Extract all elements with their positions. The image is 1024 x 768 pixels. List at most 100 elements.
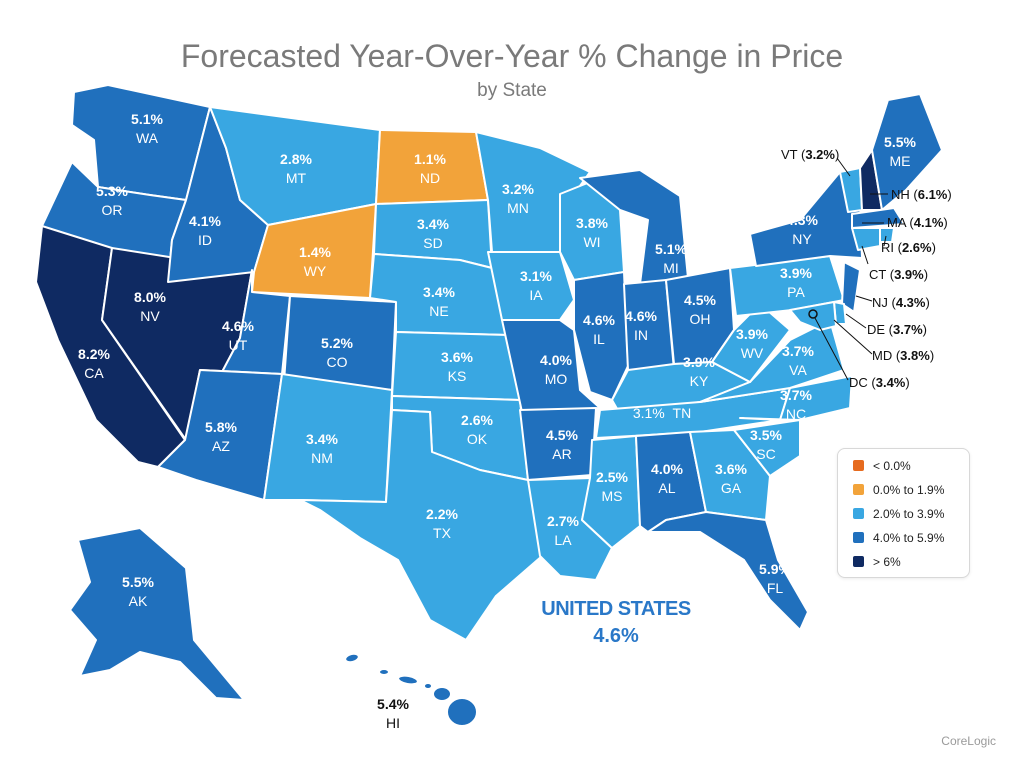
label-UT: 4.6% UT bbox=[222, 317, 254, 355]
callout-MA: MA (4.1%) bbox=[887, 215, 948, 230]
value: 2.7% bbox=[547, 513, 579, 529]
value: 2.6% bbox=[901, 240, 932, 255]
label-ID: 4.1% ID bbox=[189, 212, 221, 250]
abbr: MI bbox=[663, 260, 679, 276]
abbr: DE bbox=[867, 322, 886, 337]
value: 5.5% bbox=[884, 134, 916, 150]
dc-marker bbox=[808, 309, 818, 319]
state-GA bbox=[689, 429, 771, 521]
label-ME: 5.5% ME bbox=[884, 133, 916, 171]
abbr: HI bbox=[385, 715, 400, 731]
label-OH: 4.5% OH bbox=[684, 291, 716, 329]
label-SC: 3.5% SC bbox=[750, 426, 782, 464]
legend-label: 0.0% to 1.9% bbox=[873, 483, 945, 497]
value: 5.8% bbox=[205, 419, 237, 435]
abbr: AZ bbox=[212, 438, 230, 454]
abbr: CA bbox=[84, 365, 104, 381]
abbr: NM bbox=[311, 450, 333, 466]
abbr: ID bbox=[197, 232, 212, 248]
label-IN: 4.6% IN bbox=[625, 307, 657, 345]
callout-NJ: NJ (4.3%) bbox=[872, 295, 930, 310]
value: 5.2% bbox=[321, 335, 353, 351]
value: 5.5% bbox=[122, 574, 154, 590]
legend-swatch bbox=[853, 556, 864, 567]
label-ND: 1.1% ND bbox=[414, 150, 446, 188]
value: 3.9% bbox=[683, 354, 715, 370]
value: 2.5% bbox=[596, 469, 628, 485]
abbr: NV bbox=[140, 308, 160, 324]
value: 5.1% bbox=[131, 111, 163, 127]
abbr: CT bbox=[869, 267, 887, 282]
label-WV: 3.9% WV bbox=[736, 325, 768, 363]
abbr: NJ bbox=[872, 295, 888, 310]
label-NM: 3.4% NM bbox=[306, 430, 338, 468]
value: 3.9% bbox=[894, 267, 924, 282]
state-FL bbox=[647, 511, 809, 631]
value: 5.1% bbox=[655, 241, 687, 257]
callout-VT: VT (3.2%) bbox=[781, 147, 840, 162]
abbr: ME bbox=[889, 153, 911, 169]
state-TX bbox=[299, 409, 543, 641]
label-TX: 2.2% TX bbox=[426, 505, 458, 543]
value: 4.1% bbox=[913, 215, 944, 230]
value: 4.3% bbox=[895, 295, 926, 310]
label-MS: 2.5% MS bbox=[596, 468, 628, 506]
abbr: KS bbox=[447, 368, 467, 384]
label-NY: 4.3% NY bbox=[786, 211, 818, 249]
label-MO: 4.0% MO bbox=[540, 351, 572, 389]
abbr: OK bbox=[466, 431, 488, 447]
national-value: 4.6% bbox=[593, 625, 639, 647]
value: 3.9% bbox=[780, 265, 812, 281]
map-subtitle: by State bbox=[477, 80, 547, 101]
abbr: ND bbox=[419, 170, 441, 186]
callout-line-md bbox=[833, 319, 873, 355]
national-summary: UNITED STATES 4.6% bbox=[541, 598, 691, 648]
label-NV: 8.0% NV bbox=[134, 288, 166, 326]
value: 3.4% bbox=[423, 284, 455, 300]
legend-swatch bbox=[853, 532, 864, 543]
value: 3.7% bbox=[780, 387, 812, 403]
legend-label: > 6% bbox=[873, 555, 901, 569]
value: 3.8% bbox=[576, 215, 608, 231]
abbr: IL bbox=[593, 331, 605, 347]
callout-line-ri bbox=[883, 235, 887, 247]
abbr: AR bbox=[552, 446, 572, 462]
abbr: DC bbox=[849, 375, 868, 390]
legend-swatch bbox=[853, 484, 864, 495]
label-AL: 4.0% AL bbox=[651, 460, 683, 498]
legend-swatch bbox=[853, 460, 864, 471]
label-VA: 3.7% VA bbox=[782, 342, 814, 380]
abbr: IA bbox=[529, 287, 543, 303]
value: 5.9% bbox=[759, 561, 791, 577]
abbr: GA bbox=[720, 480, 742, 496]
label-OK: 2.6% OK bbox=[461, 411, 493, 449]
value: 4.0% bbox=[540, 352, 572, 368]
state-WV bbox=[711, 303, 791, 383]
legend-item: 0.0% to 1.9% bbox=[853, 483, 944, 499]
value: 2.6% bbox=[461, 412, 493, 428]
label-AZ: 5.8% AZ bbox=[205, 418, 237, 456]
value: 1.4% bbox=[299, 244, 331, 260]
legend-item: 4.0% to 5.9% bbox=[853, 531, 944, 547]
callout-line-ct bbox=[861, 245, 869, 265]
callout-RI: RI (2.6%) bbox=[881, 240, 936, 255]
label-IA: 3.1% IA bbox=[520, 267, 552, 305]
legend-label: < 0.0% bbox=[873, 459, 911, 473]
value: 4.5% bbox=[546, 427, 578, 443]
abbr: MA bbox=[887, 215, 906, 230]
label-IL: 4.6% IL bbox=[583, 311, 615, 349]
legend-label: 4.0% to 5.9% bbox=[873, 531, 945, 545]
value: 4.6% bbox=[222, 318, 254, 334]
abbr: TN bbox=[672, 405, 692, 421]
value: 4.6% bbox=[625, 308, 657, 324]
value: 4.6% bbox=[583, 312, 615, 328]
abbr: WV bbox=[740, 345, 764, 361]
abbr: AL bbox=[658, 480, 676, 496]
label-LA: 2.7% LA bbox=[547, 512, 579, 550]
state-MD bbox=[789, 301, 837, 331]
label-SD: 3.4% SD bbox=[417, 215, 449, 253]
value: 3.4% bbox=[875, 375, 906, 390]
value: 3.1% bbox=[520, 268, 552, 284]
abbr: VT bbox=[781, 147, 798, 162]
value: 4.5% bbox=[684, 292, 716, 308]
